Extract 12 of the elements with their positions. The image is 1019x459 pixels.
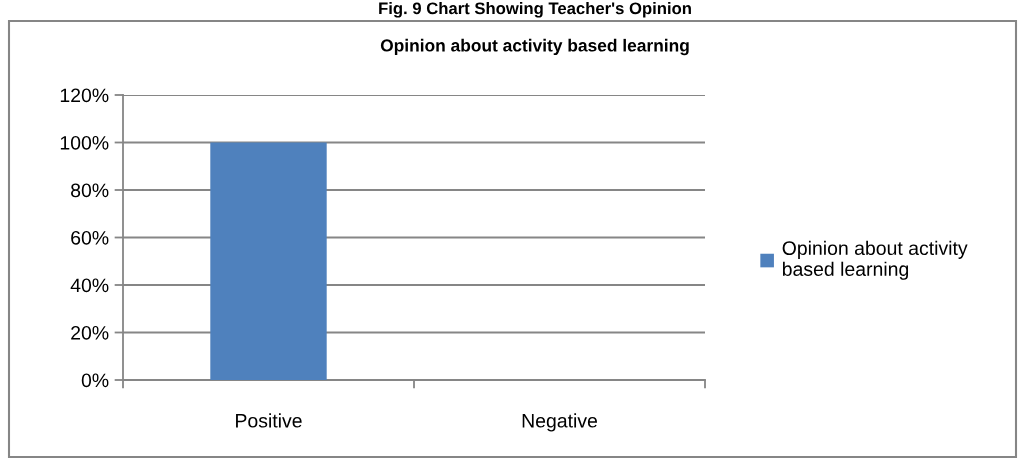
x-tick-label: Negative xyxy=(522,413,598,432)
caption: Fig. 9 Chart Showing Teacher's Opinion xyxy=(379,2,691,18)
y-tick-label: 60% xyxy=(71,230,109,245)
y-tick-label: 120% xyxy=(60,88,109,103)
x-tick-label: Positive xyxy=(236,413,302,428)
y-tick-label: 20% xyxy=(71,325,109,340)
chart-title: Opinion about activity based learning xyxy=(380,38,689,56)
y-tick-label: 40% xyxy=(70,278,109,293)
y-tick-label: 0% xyxy=(81,373,109,388)
legend-label: Opinion about activity based learning xyxy=(782,240,968,280)
y-tick-label: 100% xyxy=(60,135,109,150)
y-tick-label: 80% xyxy=(71,183,109,198)
